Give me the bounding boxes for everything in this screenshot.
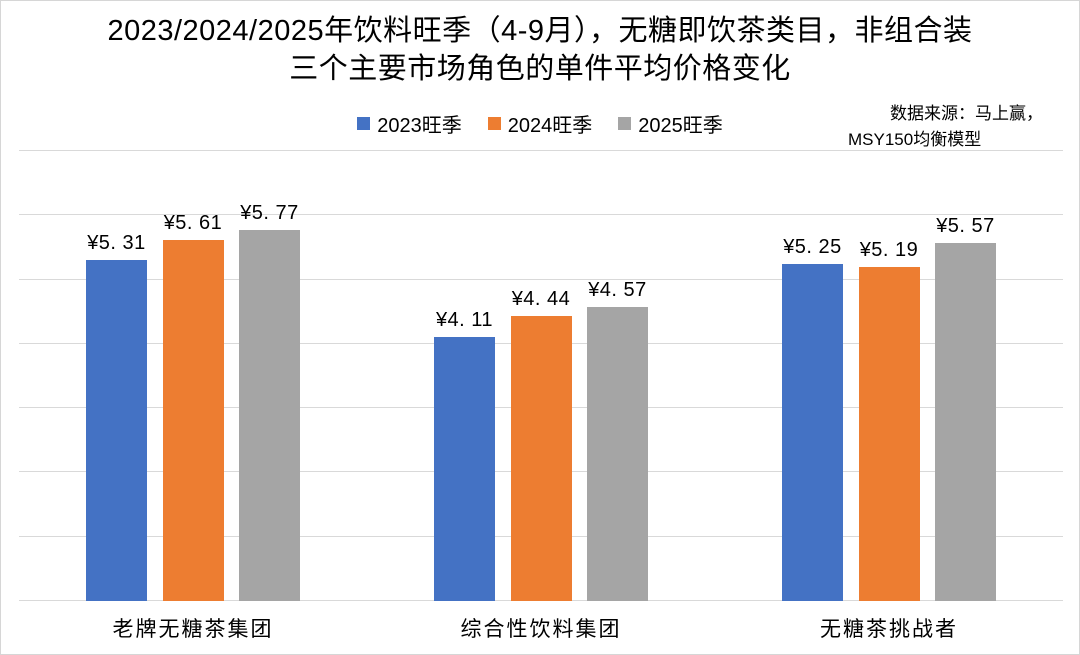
- legend: 2023旺季 2024旺季 2025旺季: [1, 109, 1079, 138]
- value-label: ¥5. 19: [859, 239, 919, 262]
- value-label: ¥5. 61: [163, 212, 223, 235]
- value-label: ¥5. 25: [783, 235, 842, 258]
- bar-2025旺季-无糖茶挑战者: [935, 242, 996, 601]
- bar-2024旺季-综合性饮料集团: [510, 315, 572, 601]
- value-label: ¥5. 57: [936, 214, 995, 237]
- value-label: ¥4. 57: [588, 279, 647, 302]
- category-label: 老牌无糖茶集团: [112, 618, 274, 641]
- legend-item-2024旺季: 2024旺季: [487, 109, 593, 138]
- value-label: ¥5. 31: [87, 231, 146, 254]
- bar-2024旺季-无糖茶挑战者: [858, 267, 920, 601]
- legend-label: 2023旺季: [377, 115, 462, 137]
- category-label: 无糖茶挑战者: [820, 618, 958, 641]
- legend-item-2023旺季: 2023旺季: [357, 109, 462, 138]
- legend-swatch-icon: [618, 117, 632, 130]
- chart-title-line1: 2023/2024/2025年饮料旺季（4-9月），无糖即饮茶类目，非组合装: [107, 15, 973, 47]
- source-note: 数据来源：马上赢， MSY150均衡模型: [848, 101, 1070, 153]
- bar-2024旺季-老牌无糖茶集团: [162, 240, 224, 601]
- bar-2023旺季-无糖茶挑战者: [782, 263, 843, 601]
- bar-2025旺季-老牌无糖茶集团: [239, 230, 300, 601]
- legend-swatch-icon: [487, 117, 501, 130]
- value-label: ¥4. 44: [511, 287, 571, 310]
- bar-2025旺季-综合性饮料集团: [587, 307, 648, 601]
- legend-label: 2024旺季: [507, 115, 593, 137]
- gridline: [19, 214, 1063, 216]
- value-label: ¥4. 11: [435, 308, 494, 331]
- bar-2023旺季-老牌无糖茶集团: [86, 259, 147, 601]
- category-label: 综合性饮料集团: [460, 618, 622, 641]
- chart-title-line2: 三个主要市场角色的单件平均价格变化: [289, 53, 791, 85]
- bar-2023旺季-综合性饮料集团: [434, 336, 495, 601]
- gridline: [19, 278, 1063, 280]
- value-label: ¥5. 77: [240, 202, 299, 225]
- chart-title: 2023/2024/2025年饮料旺季（4-9月），无糖即饮茶类目，非组合装 三…: [1, 12, 1079, 88]
- source-note-line2: MSY150均衡模型: [848, 130, 982, 149]
- legend-label: 2025旺季: [638, 115, 723, 137]
- gridline: [19, 150, 1063, 151]
- source-note-line1: 数据来源：马上赢，: [890, 104, 1043, 123]
- plot-area: ¥5. 31 ¥5. 61 ¥5. 77 ¥4. 11 ¥4. 44 ¥4. 57 ¥5. …: [19, 150, 1063, 601]
- legend-swatch-icon: [357, 117, 371, 130]
- legend-item-2025旺季: 2025旺季: [618, 109, 723, 138]
